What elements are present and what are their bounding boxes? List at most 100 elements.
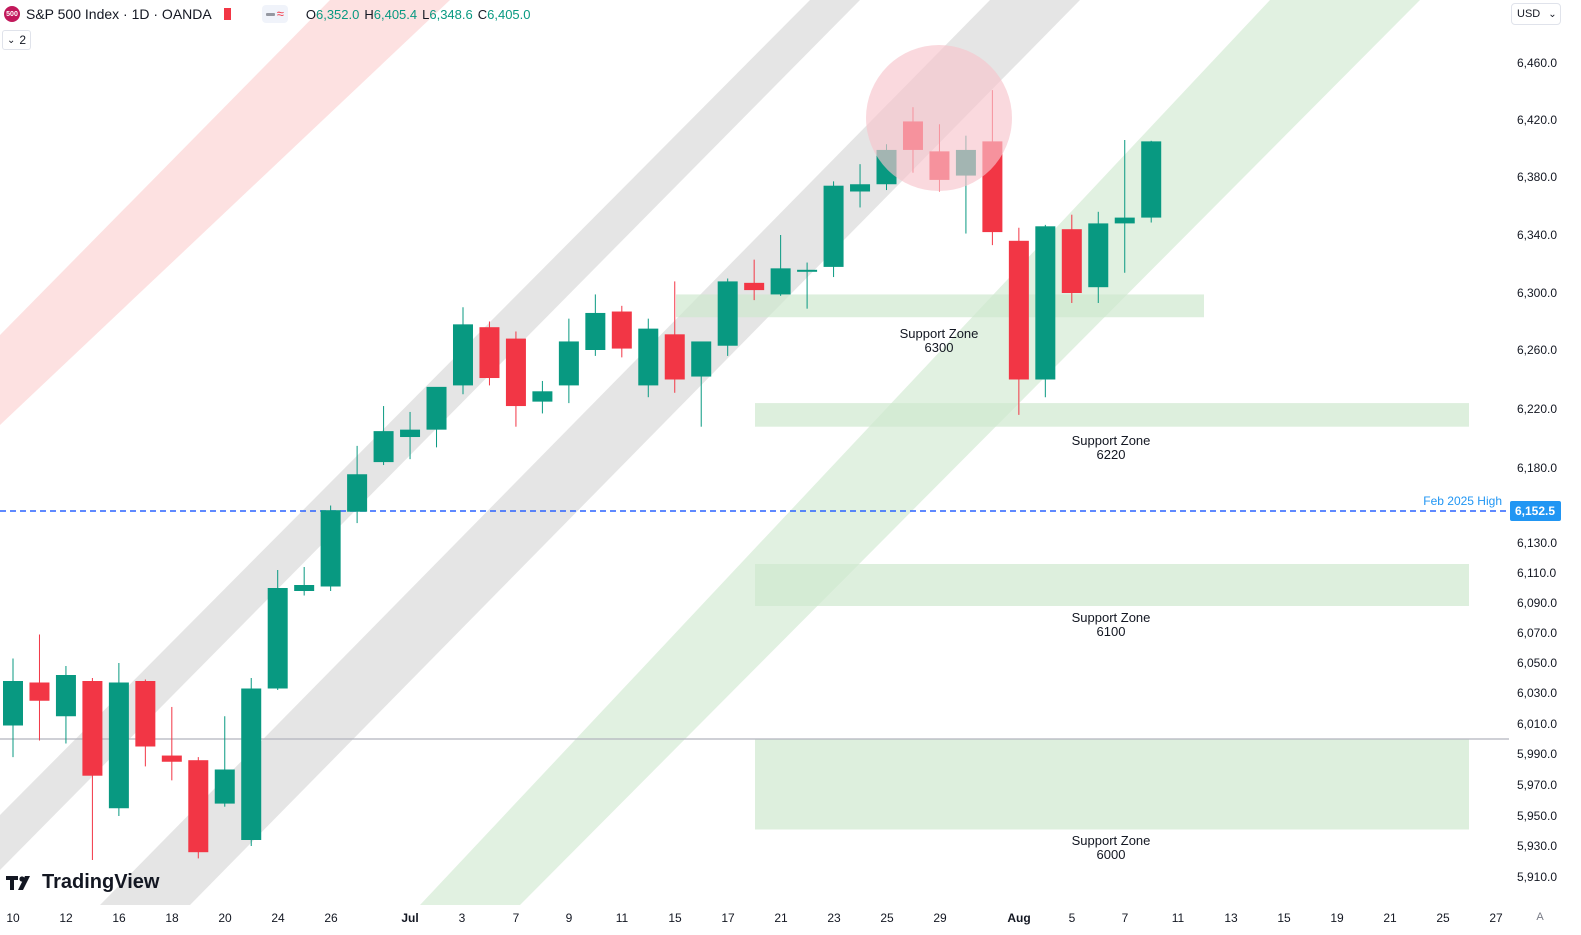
y-tick-label: 6,180.0 — [1517, 461, 1557, 475]
candle-body[interactable] — [1035, 226, 1056, 380]
candle-body[interactable] — [1141, 141, 1162, 218]
candle-body[interactable] — [1008, 240, 1029, 380]
candle-body[interactable] — [691, 341, 712, 377]
y-tick-label: 5,910.0 — [1517, 870, 1557, 884]
y-tick-label: 6,010.0 — [1517, 717, 1557, 731]
x-tick-label: 16 — [112, 911, 126, 925]
candle-body[interactable] — [400, 429, 421, 438]
candle-body[interactable] — [108, 682, 129, 809]
y-tick-label: 6,030.0 — [1517, 686, 1557, 700]
x-tick-label: 10 — [6, 911, 20, 925]
x-tick-label: 7 — [1122, 911, 1129, 925]
close-value: 6,405.0 — [487, 6, 531, 22]
support-zone-rect[interactable] — [755, 403, 1469, 427]
candle-body[interactable] — [850, 184, 871, 192]
flag-icon[interactable] — [223, 8, 236, 20]
low-label: L — [422, 6, 430, 22]
x-tick-label: 20 — [218, 911, 232, 925]
red-channel-band[interactable] — [0, 0, 450, 425]
support-zone-rect[interactable] — [755, 739, 1469, 830]
candle-body[interactable] — [1114, 217, 1135, 224]
candle-body[interactable] — [452, 324, 473, 386]
tradingview-logo[interactable]: TradingView — [6, 871, 159, 894]
candle-body[interactable] — [638, 328, 659, 386]
x-tick-label: 15 — [1277, 911, 1291, 925]
y-tick-label: 6,420.0 — [1517, 113, 1557, 127]
candle-body[interactable] — [241, 688, 262, 841]
candle-body[interactable] — [1061, 229, 1082, 293]
candle-body[interactable] — [82, 681, 103, 776]
y-tick-label: 5,990.0 — [1517, 747, 1557, 761]
candle-body[interactable] — [161, 755, 182, 762]
x-tick-label: 7 — [513, 911, 520, 925]
y-tick-label: 6,090.0 — [1517, 596, 1557, 610]
support-zone-value: 6100 — [1097, 624, 1126, 639]
highlight-circle[interactable] — [866, 45, 1012, 191]
candle-body[interactable] — [479, 327, 500, 379]
candle-body[interactable] — [135, 681, 156, 747]
gray-channel-band[interactable] — [0, 0, 860, 870]
y-tick-label: 6,260.0 — [1517, 343, 1557, 357]
y-tick-label: 5,970.0 — [1517, 778, 1557, 792]
x-tick-label: 21 — [774, 911, 788, 925]
y-tick-label: 6,070.0 — [1517, 626, 1557, 640]
auto-scale-button[interactable]: A — [1536, 911, 1544, 923]
x-tick-label: 9 — [566, 911, 573, 925]
minus-icon — [265, 12, 275, 16]
candle-body[interactable] — [585, 312, 606, 350]
x-tick-label: 3 — [459, 911, 466, 925]
ohlc-readout: O6,352.0 H6,405.4 L6,348.6 C6,405.0 — [306, 7, 531, 22]
x-tick-label: 27 — [1489, 911, 1503, 925]
candle-body[interactable] — [1088, 223, 1109, 288]
candle-body[interactable] — [532, 391, 553, 402]
currency-button[interactable]: USD ⌄ — [1511, 3, 1561, 25]
candle-body[interactable] — [717, 281, 738, 346]
y-tick-label: 6,380.0 — [1517, 170, 1557, 184]
support-zone-value: 6300 — [925, 340, 954, 355]
candle-body[interactable] — [55, 675, 76, 717]
x-tick-label: 13 — [1224, 911, 1238, 925]
candle-body[interactable] — [797, 269, 818, 272]
support-zone-rect[interactable] — [755, 564, 1469, 606]
candle-body[interactable] — [294, 585, 315, 591]
support-zone-rect[interactable] — [676, 294, 1204, 318]
candle-body[interactable] — [320, 510, 341, 587]
x-tick-label: 17 — [721, 911, 735, 925]
close-label: C — [477, 6, 488, 22]
x-tick-label: 11 — [1172, 911, 1185, 925]
chart-header: 500 S&P 500 Index · 1D · OANDA ≈ O6,352.… — [4, 4, 531, 24]
open-value: 6,352.0 — [315, 6, 360, 22]
x-tick-label: 24 — [271, 911, 285, 925]
candle-body[interactable] — [214, 769, 235, 804]
candle-body[interactable] — [770, 268, 791, 295]
x-tick-label: 19 — [1330, 911, 1344, 925]
candle-body[interactable] — [505, 338, 526, 407]
high-value: 6,405.4 — [373, 6, 418, 22]
candle-body[interactable] — [611, 311, 632, 349]
x-tick-label: 25 — [1436, 911, 1450, 925]
chevron-down-icon: ⌄ — [7, 34, 16, 46]
candle-body[interactable] — [188, 760, 209, 853]
high-label: H — [364, 6, 374, 22]
y-tick-label: 6,220.0 — [1517, 402, 1557, 416]
y-tick-label: 5,950.0 — [1517, 809, 1557, 823]
green-channel-band[interactable] — [420, 0, 1420, 905]
tradingview-logo-icon — [6, 875, 36, 891]
x-tick-label: 11 — [616, 911, 629, 925]
candle-body[interactable] — [744, 282, 765, 291]
candle-body[interactable] — [267, 588, 288, 689]
candle-body[interactable] — [426, 386, 447, 430]
candle-body[interactable] — [29, 682, 50, 701]
approx-icon: ≈ — [276, 6, 284, 21]
candle-body[interactable] — [664, 334, 685, 380]
candle-body[interactable] — [3, 681, 23, 726]
candle-body[interactable] — [823, 185, 844, 267]
candle-body[interactable] — [373, 431, 394, 463]
indicators-collapse-button[interactable]: ⌄ 2 — [2, 30, 32, 50]
compare-toggle[interactable]: ≈ — [261, 5, 288, 23]
candle-body[interactable] — [347, 474, 368, 512]
y-tick-label: 6,340.0 — [1517, 228, 1557, 242]
candle-body[interactable] — [558, 341, 579, 386]
symbol-title[interactable]: S&P 500 Index · 1D · OANDA — [26, 6, 212, 22]
